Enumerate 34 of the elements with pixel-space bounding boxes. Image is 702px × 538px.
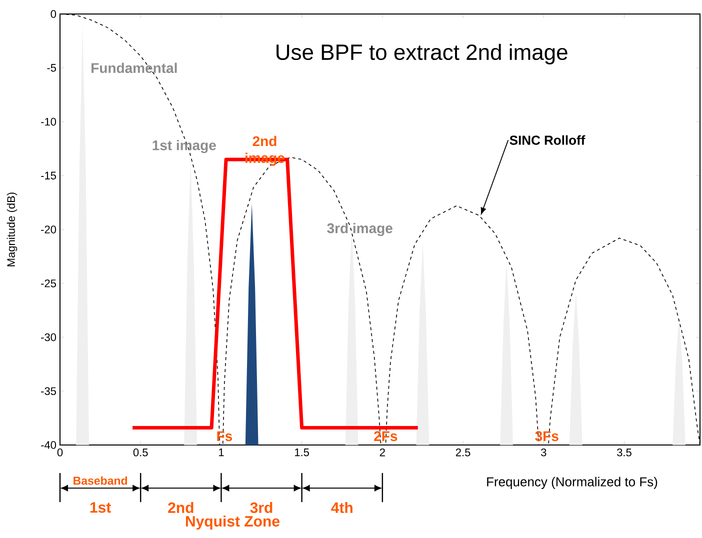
x-tick-label: 3.5 bbox=[617, 448, 632, 456]
x-tick-label: 2 bbox=[380, 448, 385, 456]
text: 2nd bbox=[168, 502, 194, 513]
y-tick-label: -30 bbox=[41, 333, 56, 342]
annotation: 2nd image bbox=[245, 136, 284, 166]
x-tick-label: 3 bbox=[540, 448, 546, 456]
y-tick-label: -35 bbox=[41, 387, 56, 396]
x-axis-title: Frequency (Normalized to Fs) bbox=[487, 476, 658, 489]
annotation: 3Fs bbox=[535, 431, 558, 442]
text: 3rd bbox=[250, 502, 272, 514]
y-tick-label: 0 bbox=[50, 10, 56, 18]
y-tick-label: -40 bbox=[41, 441, 56, 449]
x-tick-label: 1 bbox=[218, 448, 224, 456]
y-axis-title: Magnitude (dB) bbox=[6, 192, 18, 266]
y-tick-label: -15 bbox=[41, 172, 56, 180]
x-tick-label: 0 bbox=[57, 448, 63, 456]
text: Use BPF to extract 2nd image bbox=[276, 44, 568, 64]
y-tick-label: -5 bbox=[47, 64, 56, 72]
annotation: Fundamental bbox=[92, 62, 177, 74]
text: Baseband bbox=[74, 476, 128, 485]
text: Nyquist Zone bbox=[186, 516, 280, 530]
x-tick-label: 0.5 bbox=[133, 448, 148, 456]
text: 4th bbox=[331, 502, 352, 513]
y-tick-label: -20 bbox=[41, 226, 56, 234]
x-tick-label: 2.5 bbox=[456, 448, 470, 456]
y-tick-label: -25 bbox=[41, 279, 56, 288]
line-series bbox=[60, 14, 700, 446]
x-tick-label: 1.5 bbox=[295, 448, 309, 456]
text: 1st bbox=[90, 502, 111, 513]
annotation: 2Fs bbox=[374, 431, 398, 442]
annotation: SINC Rolloff bbox=[510, 135, 586, 145]
annotation: 1st image bbox=[152, 140, 216, 154]
annotation: 3rd image bbox=[327, 222, 392, 236]
y-tick-label: -10 bbox=[41, 118, 56, 126]
